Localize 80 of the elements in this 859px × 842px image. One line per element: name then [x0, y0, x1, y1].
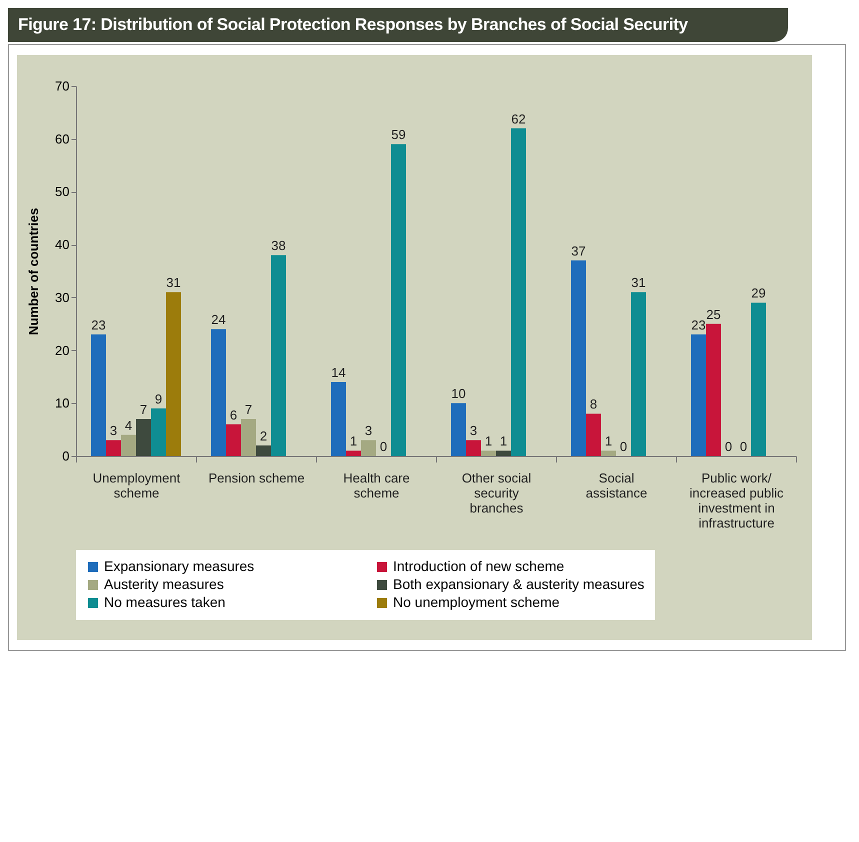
legend-label: Introduction of new scheme: [393, 558, 564, 574]
data-label: 31: [631, 275, 646, 290]
bar: [496, 450, 511, 456]
data-label: 10: [451, 386, 466, 402]
data-label: 1: [350, 434, 358, 449]
bar: [226, 424, 241, 456]
y-tick-label: 50: [55, 184, 70, 200]
data-label: 2: [260, 428, 268, 444]
bar: [346, 450, 361, 456]
data-label: 1: [500, 434, 508, 449]
y-tick-label: 70: [55, 78, 70, 94]
data-label: 3: [470, 423, 478, 438]
y-tick-label: 10: [55, 396, 70, 411]
data-label: 38: [271, 238, 286, 254]
legend-label: Expansionary measures: [104, 558, 254, 574]
data-label: 1: [604, 434, 612, 449]
data-label: 7: [244, 402, 252, 417]
data-label: 6: [230, 407, 238, 422]
x-tick-label: Pension scheme: [208, 470, 305, 486]
bar: [706, 324, 721, 456]
bar: [151, 408, 166, 456]
legend-label: Austerity measures: [104, 576, 224, 592]
y-tick-label: 20: [55, 342, 70, 358]
data-label: 3: [364, 423, 372, 438]
y-axis-title: Number of countries: [26, 208, 42, 336]
bar: [121, 434, 136, 456]
x-tick-label: Social assistance: [586, 470, 648, 500]
y-tick-label: 40: [55, 237, 70, 252]
x-tick-label: Health care scheme: [343, 470, 410, 500]
bar: [601, 450, 616, 456]
data-label: 4: [124, 418, 132, 433]
data-label: 14: [331, 365, 346, 380]
data-label: 7: [140, 402, 148, 417]
y-tick-label: 30: [55, 290, 70, 305]
data-label: 0: [380, 439, 388, 454]
data-label: 25: [706, 306, 721, 322]
x-tick-label: Other social security branches: [462, 470, 532, 516]
bar: [586, 414, 601, 456]
data-label: 1: [484, 434, 492, 449]
bar: [571, 260, 586, 456]
data-label: 8: [590, 396, 598, 412]
data-label: 0: [740, 439, 748, 454]
bar: [481, 450, 496, 456]
data-label: 31: [166, 275, 181, 290]
data-label: 24: [211, 312, 226, 328]
y-tick-label: 0: [62, 448, 70, 464]
data-label: 9: [154, 391, 162, 406]
bar: [166, 292, 181, 456]
bar: [256, 445, 271, 456]
data-label: 0: [620, 439, 628, 454]
bar: [451, 403, 466, 456]
data-label: 3: [110, 423, 118, 438]
bar: [391, 144, 406, 456]
legend-label: No measures taken: [104, 594, 226, 610]
legend-label: No unemployment scheme: [393, 594, 560, 610]
data-label: 59: [391, 127, 406, 142]
data-label: 29: [751, 286, 766, 301]
bar: [211, 329, 226, 456]
data-label: 23: [91, 317, 106, 332]
bar: [466, 440, 481, 456]
bar: [751, 302, 766, 456]
bar: [271, 255, 286, 456]
bar: [331, 382, 346, 456]
y-tick-label: 60: [55, 131, 70, 146]
bar: [691, 334, 706, 456]
bar: [241, 419, 256, 456]
legend-label: Both expansionary & austerity measures: [393, 576, 644, 592]
bar: [106, 440, 121, 456]
x-tick-label: Unemployment scheme: [92, 470, 181, 500]
data-label: 62: [511, 111, 526, 126]
bar: [361, 440, 376, 456]
bar: [136, 419, 151, 456]
bar: [91, 334, 106, 456]
x-tick-label: Public work/ increased public investment in infrastructure: [690, 470, 784, 530]
data-label: 0: [724, 439, 732, 454]
chart-title: Figure 17: Distribution of Social Protection Responses by Branches of Social Security: [8, 8, 788, 42]
bar: [511, 128, 526, 456]
bar: [631, 292, 646, 456]
data-label: 23: [691, 317, 706, 332]
data-label: 37: [571, 243, 586, 258]
